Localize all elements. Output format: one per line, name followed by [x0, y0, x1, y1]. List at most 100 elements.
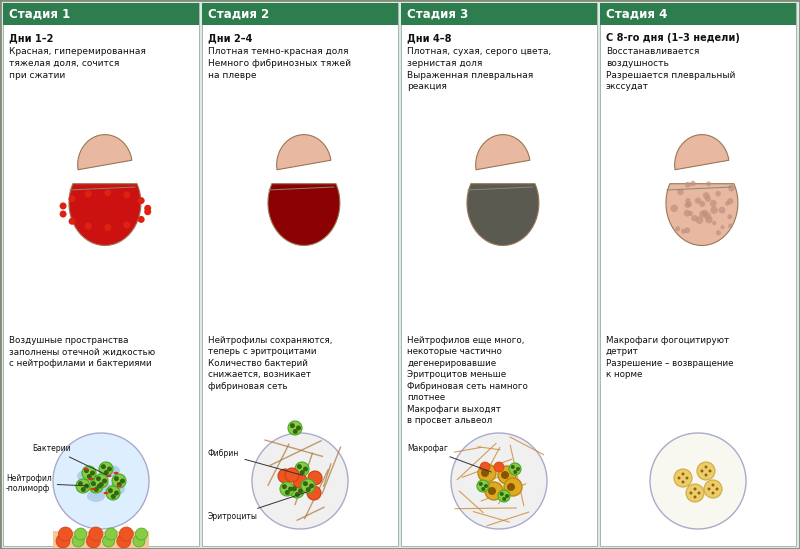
- Circle shape: [478, 482, 482, 486]
- Circle shape: [111, 494, 116, 499]
- Circle shape: [123, 192, 130, 198]
- Circle shape: [297, 464, 302, 469]
- Text: Плотная, сухая, серого цвета,
зернистая доля
Выраженная плевральная
реакция: Плотная, сухая, серого цвета, зернистая …: [407, 47, 551, 91]
- Text: Нейтрофилов еще много,
некоторые частично
дегенерировавшие
Эритроцитов меньше
Фи: Нейтрофилов еще много, некоторые частичн…: [407, 336, 528, 425]
- Circle shape: [108, 488, 113, 493]
- Circle shape: [507, 483, 515, 491]
- Text: Нейтрофил
-полиморф: Нейтрофил -полиморф: [6, 474, 88, 493]
- Circle shape: [711, 484, 714, 486]
- Circle shape: [516, 467, 520, 471]
- Circle shape: [705, 466, 707, 468]
- Circle shape: [59, 211, 66, 217]
- Circle shape: [500, 492, 504, 496]
- Circle shape: [686, 484, 704, 502]
- Circle shape: [502, 497, 506, 501]
- Ellipse shape: [103, 492, 109, 494]
- Circle shape: [99, 482, 104, 487]
- Circle shape: [290, 423, 295, 428]
- Circle shape: [670, 205, 678, 212]
- Circle shape: [501, 471, 509, 479]
- Circle shape: [96, 476, 101, 481]
- Text: Бактерии: Бактерии: [32, 444, 106, 475]
- Circle shape: [138, 197, 145, 204]
- Circle shape: [728, 184, 735, 192]
- Circle shape: [727, 198, 734, 204]
- Circle shape: [105, 528, 117, 540]
- Polygon shape: [467, 184, 539, 245]
- Circle shape: [494, 462, 504, 472]
- Circle shape: [84, 468, 89, 473]
- Circle shape: [711, 491, 714, 495]
- Circle shape: [102, 535, 114, 547]
- Circle shape: [301, 479, 315, 493]
- Circle shape: [705, 473, 707, 477]
- Circle shape: [650, 433, 746, 529]
- Circle shape: [690, 491, 693, 495]
- Circle shape: [697, 462, 715, 480]
- Circle shape: [698, 491, 701, 495]
- Circle shape: [104, 470, 109, 475]
- Circle shape: [117, 482, 122, 487]
- Ellipse shape: [77, 470, 95, 482]
- Circle shape: [727, 214, 732, 219]
- FancyBboxPatch shape: [3, 3, 199, 546]
- Text: Стадия 1: Стадия 1: [9, 8, 70, 20]
- Circle shape: [78, 481, 83, 486]
- Circle shape: [280, 482, 294, 496]
- Bar: [53, 531, 149, 549]
- Circle shape: [715, 488, 718, 490]
- Ellipse shape: [83, 468, 89, 470]
- FancyBboxPatch shape: [3, 3, 199, 25]
- Polygon shape: [476, 135, 530, 170]
- Circle shape: [695, 198, 701, 204]
- Circle shape: [295, 462, 309, 476]
- Polygon shape: [666, 184, 738, 245]
- Circle shape: [91, 481, 96, 486]
- Circle shape: [106, 486, 120, 500]
- Circle shape: [694, 496, 697, 498]
- Circle shape: [484, 484, 488, 488]
- Polygon shape: [268, 184, 340, 245]
- Circle shape: [282, 484, 287, 489]
- Text: С 8-го дня (1–3 недели): С 8-го дня (1–3 недели): [606, 33, 740, 43]
- Circle shape: [59, 203, 66, 209]
- Circle shape: [107, 467, 112, 472]
- Circle shape: [451, 433, 547, 529]
- Circle shape: [498, 466, 516, 484]
- Circle shape: [707, 488, 710, 490]
- Circle shape: [710, 206, 718, 214]
- Text: Нейтрофилы сохраняются,
теперь с эритроцитами
Количество бактерий
снижается, воз: Нейтрофилы сохраняются, теперь с эритроц…: [208, 336, 332, 391]
- Circle shape: [678, 477, 681, 479]
- Circle shape: [252, 433, 348, 529]
- Text: Стадия 2: Стадия 2: [208, 8, 270, 20]
- Circle shape: [303, 467, 308, 472]
- Circle shape: [686, 201, 692, 208]
- Circle shape: [94, 487, 99, 492]
- Ellipse shape: [114, 472, 118, 474]
- Circle shape: [288, 486, 293, 491]
- Circle shape: [90, 470, 95, 475]
- Circle shape: [482, 487, 486, 491]
- Circle shape: [675, 226, 680, 231]
- Circle shape: [114, 490, 119, 496]
- Circle shape: [293, 474, 307, 488]
- Ellipse shape: [92, 480, 110, 492]
- Circle shape: [123, 222, 130, 228]
- Text: Дни 1–2: Дни 1–2: [9, 33, 54, 43]
- FancyBboxPatch shape: [202, 3, 398, 25]
- Circle shape: [685, 202, 690, 208]
- Circle shape: [480, 462, 490, 472]
- Circle shape: [720, 225, 725, 229]
- Circle shape: [715, 191, 721, 197]
- Circle shape: [89, 527, 103, 541]
- Circle shape: [481, 469, 489, 477]
- Circle shape: [684, 210, 690, 217]
- Circle shape: [69, 218, 75, 225]
- Circle shape: [505, 494, 509, 498]
- Text: Дни 2–4: Дни 2–4: [208, 33, 252, 43]
- Circle shape: [684, 227, 690, 233]
- Circle shape: [307, 486, 321, 500]
- Circle shape: [308, 471, 322, 485]
- Circle shape: [94, 474, 108, 488]
- Text: Эритроциты: Эритроциты: [208, 492, 307, 521]
